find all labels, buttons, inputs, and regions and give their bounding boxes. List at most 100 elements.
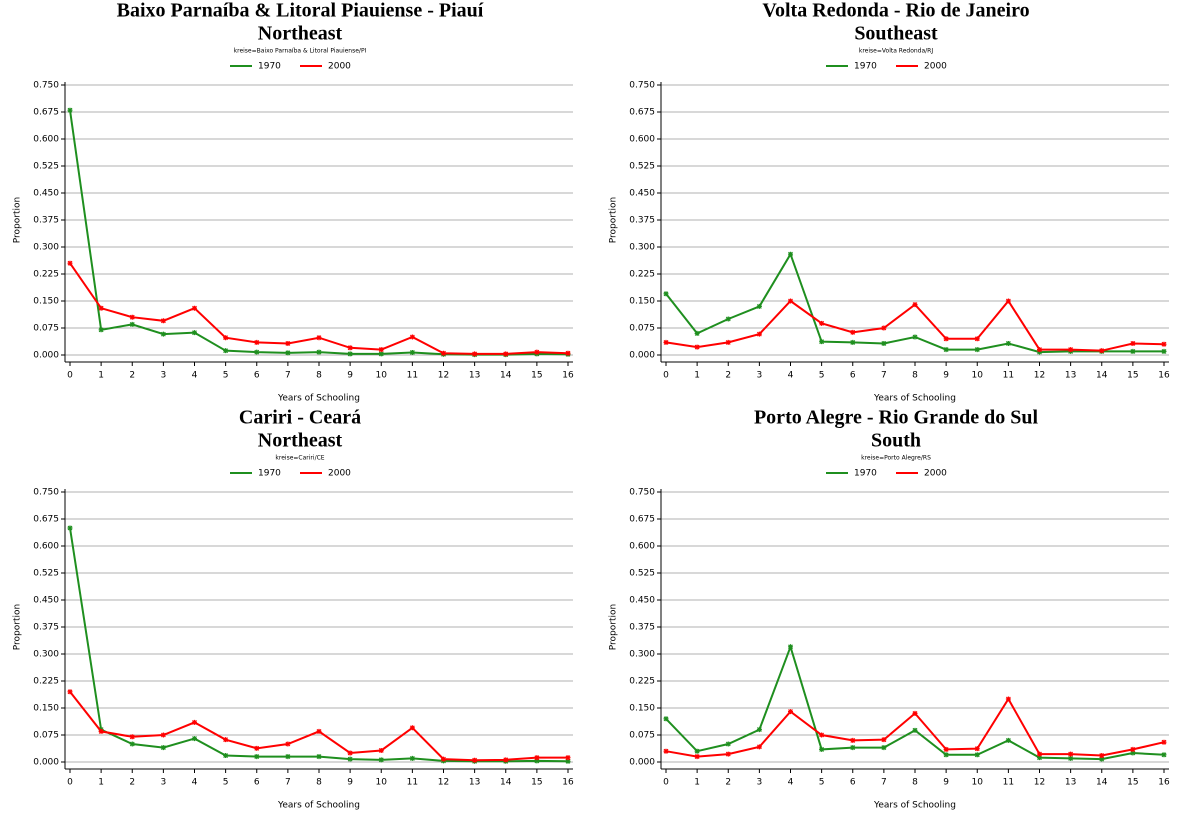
chart-subtitle: Northeast bbox=[258, 23, 343, 45]
x-tick-label: 1 bbox=[694, 778, 700, 788]
point-marker bbox=[788, 709, 793, 715]
x-tick-label: 7 bbox=[881, 778, 887, 788]
point-marker bbox=[694, 344, 700, 350]
x-tick-label: 2 bbox=[725, 371, 731, 381]
y-axis-label: Proportion bbox=[13, 604, 23, 650]
chart-title: Porto Alegre - Rio Grande do Sul bbox=[754, 407, 1039, 429]
point-marker bbox=[850, 745, 856, 751]
chart-note: kreise=Volta Redonda/RJ bbox=[859, 48, 933, 55]
x-tick-label: 11 bbox=[1003, 371, 1014, 381]
point-marker bbox=[565, 758, 571, 764]
point-marker bbox=[67, 260, 73, 266]
y-tick-label: 0.600 bbox=[33, 135, 59, 145]
x-tick-label: 7 bbox=[285, 778, 291, 788]
point-marker bbox=[129, 741, 135, 747]
y-tick-label: 0.450 bbox=[629, 189, 655, 199]
y-tick-label: 0.675 bbox=[33, 515, 59, 525]
y-tick-label: 0.525 bbox=[33, 569, 59, 579]
legend-label: 2000 bbox=[924, 62, 947, 72]
point-marker bbox=[1037, 751, 1042, 757]
point-marker bbox=[534, 758, 540, 764]
point-marker bbox=[378, 757, 384, 763]
point-marker bbox=[67, 107, 73, 113]
point-marker bbox=[881, 340, 887, 346]
point-marker bbox=[725, 751, 731, 757]
point-marker bbox=[254, 754, 260, 760]
point-marker bbox=[1130, 340, 1136, 346]
y-tick-label: 0.675 bbox=[629, 108, 655, 118]
x-tick-label: 10 bbox=[376, 778, 388, 788]
x-tick-label: 10 bbox=[972, 778, 984, 788]
point-marker bbox=[1161, 341, 1167, 347]
y-tick-label: 0.225 bbox=[33, 270, 59, 280]
x-tick-label: 9 bbox=[943, 371, 949, 381]
y-tick-label: 0.525 bbox=[629, 162, 655, 172]
y-tick-label: 0.375 bbox=[629, 216, 655, 226]
point-marker bbox=[378, 351, 384, 357]
x-tick-label: 1 bbox=[98, 778, 104, 788]
x-tick-label: 6 bbox=[850, 371, 856, 381]
x-tick-label: 8 bbox=[316, 371, 322, 381]
point-marker bbox=[1161, 752, 1167, 758]
point-marker bbox=[1068, 755, 1074, 761]
point-marker bbox=[409, 755, 415, 761]
legend-label: 1970 bbox=[854, 62, 877, 72]
point-marker bbox=[881, 745, 887, 751]
point-marker bbox=[912, 302, 918, 308]
point-marker bbox=[347, 750, 353, 756]
point-marker bbox=[316, 754, 322, 760]
x-tick-label: 16 bbox=[1158, 778, 1170, 788]
x-tick-label: 5 bbox=[819, 778, 825, 788]
point-marker bbox=[1037, 347, 1042, 353]
x-tick-label: 5 bbox=[223, 778, 229, 788]
point-marker bbox=[1037, 349, 1042, 355]
y-tick-label: 0.075 bbox=[629, 731, 655, 741]
point-marker bbox=[441, 756, 446, 762]
chart-note: kreise=Cariri/CE bbox=[275, 455, 324, 462]
x-tick-label: 3 bbox=[161, 778, 167, 788]
x-tick-label: 12 bbox=[1034, 778, 1045, 788]
series-line bbox=[69, 527, 569, 763]
legend-label: 2000 bbox=[328, 469, 351, 479]
chart-title: Volta Redonda - Rio de Janeiro bbox=[762, 0, 1029, 22]
y-tick-label: 0.000 bbox=[33, 758, 59, 768]
legend-label: 2000 bbox=[328, 62, 351, 72]
x-tick-label: 13 bbox=[469, 371, 480, 381]
x-tick-label: 12 bbox=[438, 371, 449, 381]
x-tick-label: 11 bbox=[1003, 778, 1014, 788]
point-marker bbox=[756, 303, 762, 309]
point-marker bbox=[285, 741, 291, 747]
point-marker bbox=[694, 330, 700, 336]
point-marker bbox=[67, 525, 73, 531]
point-marker bbox=[409, 349, 415, 355]
x-tick-label: 13 bbox=[1065, 371, 1076, 381]
x-tick-label: 4 bbox=[788, 778, 794, 788]
x-tick-label: 3 bbox=[757, 371, 763, 381]
y-tick-label: 0.300 bbox=[629, 243, 655, 253]
legend-label: 1970 bbox=[854, 469, 877, 479]
point-marker bbox=[285, 340, 291, 346]
point-marker bbox=[1161, 348, 1167, 354]
point-marker bbox=[503, 757, 509, 763]
point-marker bbox=[1005, 737, 1011, 743]
point-marker bbox=[943, 752, 949, 758]
y-tick-label: 0.225 bbox=[629, 270, 655, 280]
point-marker bbox=[756, 331, 762, 337]
series-line bbox=[69, 262, 569, 355]
point-marker bbox=[534, 349, 540, 355]
point-marker bbox=[285, 754, 291, 760]
legend-label: 1970 bbox=[258, 62, 281, 72]
point-marker bbox=[819, 732, 825, 738]
point-marker bbox=[725, 316, 731, 322]
point-marker bbox=[912, 710, 918, 716]
point-marker bbox=[192, 305, 197, 311]
point-marker bbox=[725, 339, 731, 345]
x-tick-label: 15 bbox=[531, 778, 542, 788]
x-tick-label: 4 bbox=[788, 371, 794, 381]
point-marker bbox=[67, 689, 73, 695]
x-tick-label: 13 bbox=[1065, 778, 1076, 788]
point-marker bbox=[254, 349, 260, 355]
point-marker bbox=[347, 756, 353, 762]
point-marker bbox=[943, 336, 949, 342]
y-axis-label: Proportion bbox=[609, 197, 619, 243]
